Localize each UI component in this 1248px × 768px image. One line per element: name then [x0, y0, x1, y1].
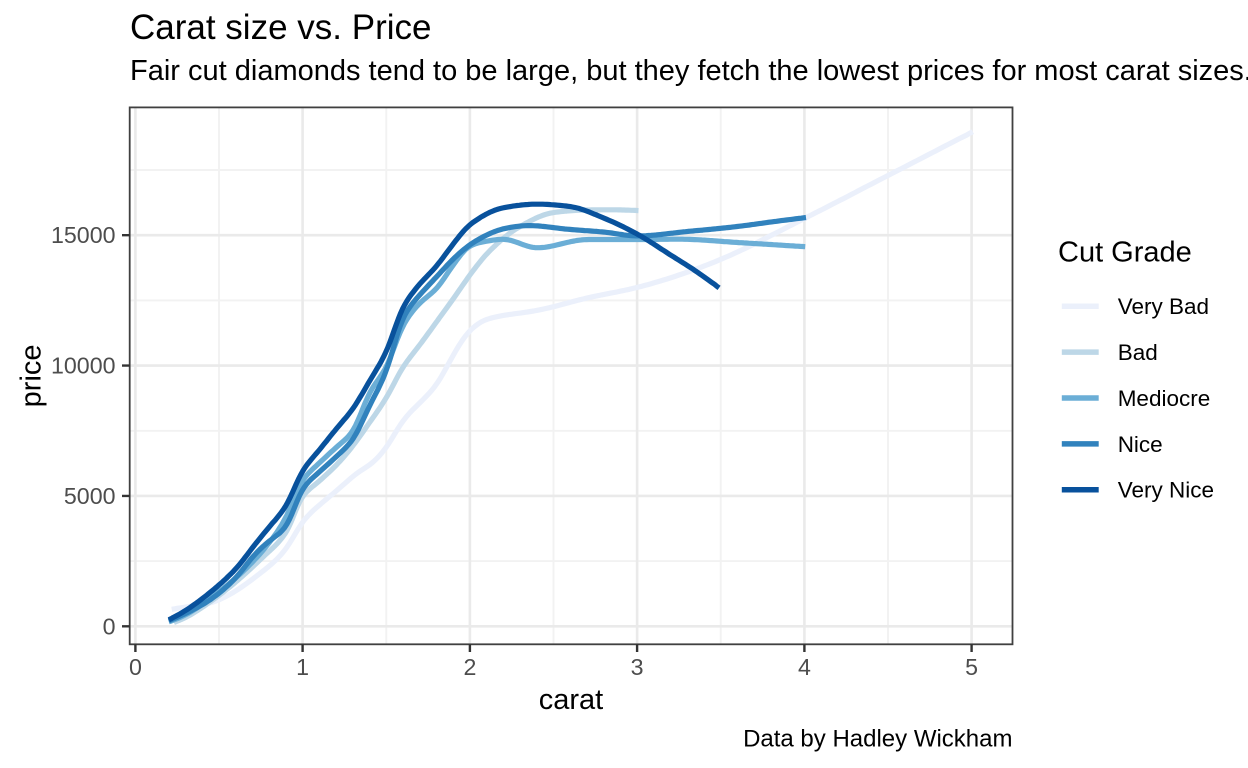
svg-text:10000: 10000	[51, 353, 115, 379]
svg-text:3: 3	[631, 654, 644, 680]
svg-text:Fair cut diamonds tend to be l: Fair cut diamonds tend to be large, but …	[130, 55, 1248, 87]
svg-text:Very Bad: Very Bad	[1118, 294, 1209, 319]
svg-text:Nice: Nice	[1118, 432, 1163, 457]
svg-text:5000: 5000	[64, 483, 116, 509]
svg-text:Carat size vs. Price: Carat size vs. Price	[130, 8, 431, 47]
svg-text:carat: carat	[539, 684, 603, 716]
svg-text:0: 0	[103, 613, 116, 639]
svg-text:Mediocre: Mediocre	[1118, 386, 1211, 411]
svg-text:0: 0	[129, 654, 142, 680]
svg-text:Very Nice: Very Nice	[1118, 478, 1214, 503]
svg-text:Data by Hadley Wickham: Data by Hadley Wickham	[743, 725, 1012, 752]
svg-text:5: 5	[965, 654, 978, 680]
svg-text:Cut Grade: Cut Grade	[1058, 237, 1192, 269]
svg-text:price: price	[16, 344, 48, 407]
svg-text:1: 1	[296, 654, 309, 680]
svg-text:15000: 15000	[51, 222, 115, 248]
svg-text:2: 2	[463, 654, 476, 680]
svg-text:Bad: Bad	[1118, 340, 1158, 365]
svg-text:4: 4	[798, 654, 811, 680]
